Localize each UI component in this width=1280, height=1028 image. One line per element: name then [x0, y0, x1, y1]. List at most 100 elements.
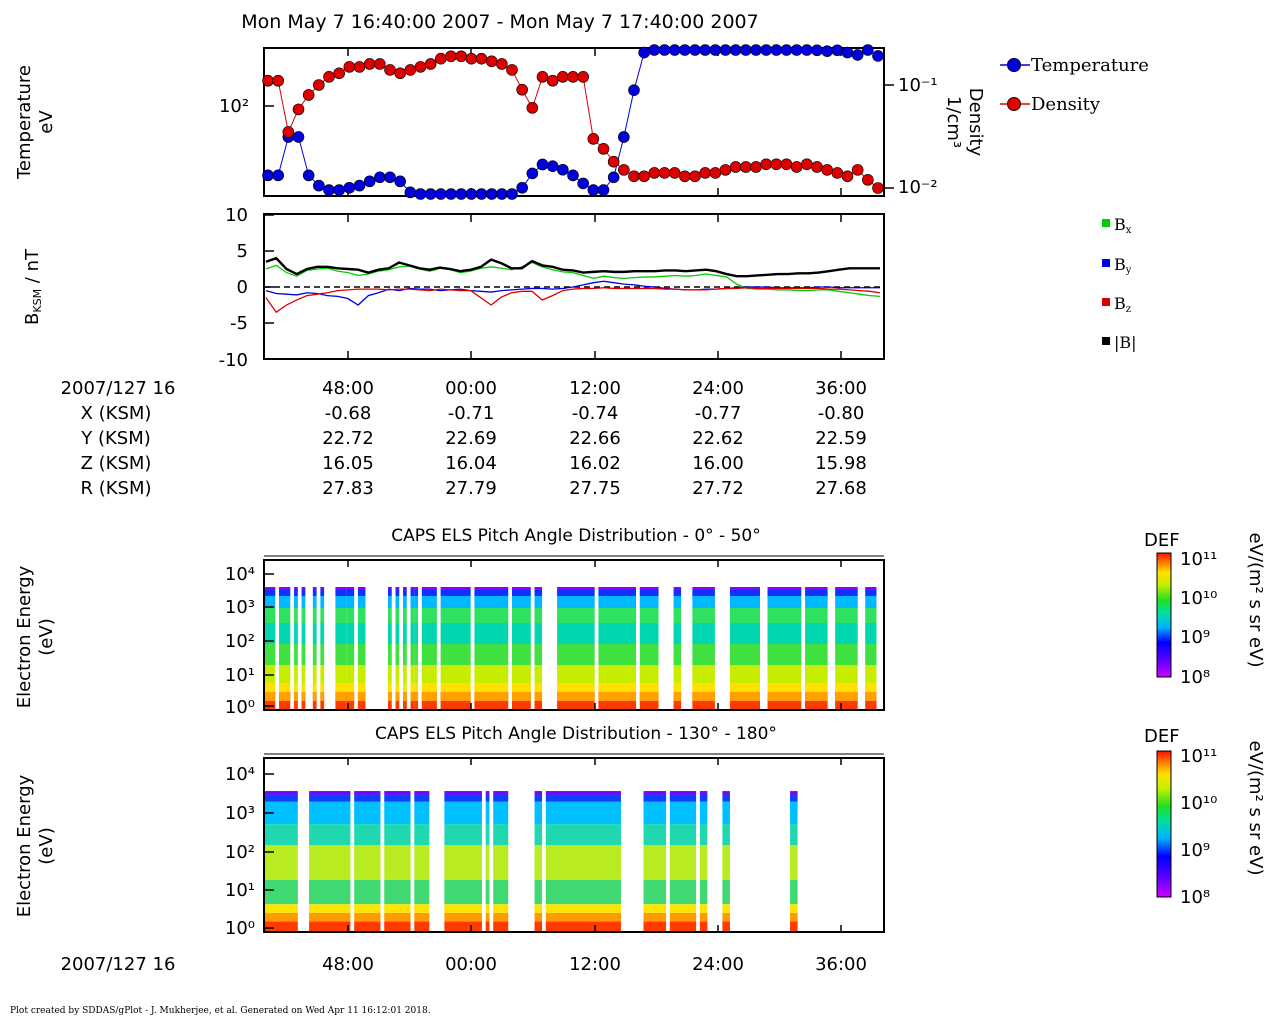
panel4-spectrogram-band [493, 794, 509, 802]
panel2-ylabel-rest: / nT [22, 248, 43, 289]
panel3-spectrogram-band [557, 623, 595, 644]
panel3-spectrogram-band [357, 587, 366, 590]
panel3-spectrogram-band [557, 644, 595, 665]
panel3-spectrogram-band [294, 665, 298, 683]
panel3-spectrogram-band [865, 692, 877, 701]
panel3-spectrogram-band [865, 683, 877, 692]
panel4-spectrogram-band [790, 912, 798, 922]
panel3-spectrogram-band [403, 665, 407, 683]
density-point [821, 164, 833, 176]
density-point [628, 170, 640, 183]
panel3-spectrogram-band [395, 608, 400, 623]
panel3-spectrogram-band [512, 596, 531, 608]
panel4-spectrogram-band [669, 921, 697, 932]
panel3-spectrogram-band [673, 644, 682, 665]
panel4-spectrogram-band [414, 912, 430, 922]
panel3-spectrogram-band [598, 683, 636, 692]
temperature-point [587, 184, 600, 196]
colorbar3-tick-1e8: 10⁸ [1180, 667, 1210, 688]
ephemeris-value: -0.77 [695, 403, 742, 424]
temperature-point [841, 46, 854, 59]
panel4-spectrogram-band [534, 912, 543, 922]
panel4-spectrogram-band [790, 791, 798, 795]
panel3-spectrogram-band [729, 644, 760, 665]
panel3-spectrogram-band [410, 644, 415, 665]
temperature-point [374, 171, 386, 184]
panel3-spectrogram-band [320, 587, 325, 590]
panel3-spectrogram-band [312, 587, 317, 590]
ephemeris-value: 27.79 [445, 478, 497, 499]
panel4-ylabel-line2: (eV) [36, 827, 57, 864]
panel3-spectrogram-band [320, 623, 325, 644]
temperature-point [333, 184, 345, 196]
panel3-spectrogram-band [835, 608, 858, 623]
density-point [323, 71, 335, 83]
legend-bz: Bz [1102, 294, 1131, 315]
panel3-spectrogram-band [264, 587, 276, 590]
density-point [333, 67, 345, 80]
panel3-spectrogram-band [403, 623, 407, 644]
legend-bx: Bx [1102, 215, 1132, 236]
colorbar3-units: eV/(m² s sr eV) [1245, 533, 1266, 668]
panel4-spectrogram-band [699, 921, 708, 932]
panel4-ytick-1e3: 10³ [225, 803, 255, 824]
temperature-point [506, 188, 518, 200]
panel3-spectrogram-band [534, 623, 543, 644]
panel3-spectrogram-band [692, 596, 715, 608]
temperature-point [272, 169, 284, 182]
ephemeris-label: Z (KSM) [81, 453, 152, 474]
panel4-spectrogram-band [643, 791, 667, 795]
panel4-spectrogram-band [444, 791, 482, 795]
panel3-spectrogram-band [534, 608, 543, 623]
panel3-spectrogram-band [421, 596, 437, 608]
panel3-spectrogram-band [767, 692, 802, 701]
temperature-point [740, 44, 752, 56]
panel4-spectrogram-band [384, 791, 411, 795]
density-point [577, 71, 589, 83]
ephemeris-label: 2007/127 16 [61, 378, 176, 399]
panel4-spectrogram-band [643, 912, 667, 922]
panel3-spectrogram-band [835, 692, 858, 701]
panel4-spectrogram-band [699, 912, 708, 922]
panel4-spectrogram-band [534, 904, 543, 913]
panel3-spectrogram-band [312, 665, 317, 683]
panel3-spectrogram-band [557, 587, 595, 590]
panel4-spectrogram-band [414, 801, 430, 825]
panel3-spectrogram-band [335, 644, 347, 665]
temperature-point [465, 188, 478, 200]
panel3-spectrogram-band [512, 590, 531, 596]
panel3-spectrogram-band [534, 587, 543, 590]
panel3-spectrogram-band [639, 665, 659, 683]
ephemeris-value: 22.59 [815, 428, 867, 449]
panel3-spectrogram-band [835, 590, 858, 596]
panel3-spectrogram-band [421, 623, 437, 644]
panel3-spectrogram-band [692, 608, 715, 623]
temperature-point [709, 44, 722, 56]
panel4-xtick-36: 36:00 [815, 954, 867, 975]
temperature-point [363, 175, 376, 188]
panel3-spectrogram-band [598, 692, 636, 701]
panel3-spectrogram-band [388, 596, 392, 608]
panel4-spectrogram-band [493, 791, 509, 795]
panel4-spectrogram-band [643, 845, 667, 880]
panel4-spectrogram-band [545, 791, 621, 795]
panel3-spectrogram-band [346, 608, 355, 623]
panel4-spectrogram-band [354, 921, 381, 932]
panel3-spectrogram-band [639, 596, 659, 608]
panel3-spectrogram-band [388, 590, 392, 596]
panel3-spectrogram-band [865, 665, 877, 683]
density-point [343, 61, 356, 73]
colorbar3-tick-1e9: 10⁹ [1180, 627, 1210, 648]
colorbar3-gradient [1156, 552, 1172, 678]
panel3-spectrogram-band [395, 692, 400, 701]
temperature-point [404, 186, 417, 199]
panel3-spectrogram-band [598, 644, 636, 665]
density-point [465, 52, 478, 65]
density-point [424, 58, 437, 70]
panel3-spectrogram-band [357, 623, 366, 644]
temperature-point [567, 169, 579, 182]
temperature-point [760, 44, 772, 56]
panel4-spectrogram-band [354, 801, 381, 825]
panel3-spectrogram-band [410, 683, 415, 692]
panel3-spectrogram-band [805, 596, 828, 608]
